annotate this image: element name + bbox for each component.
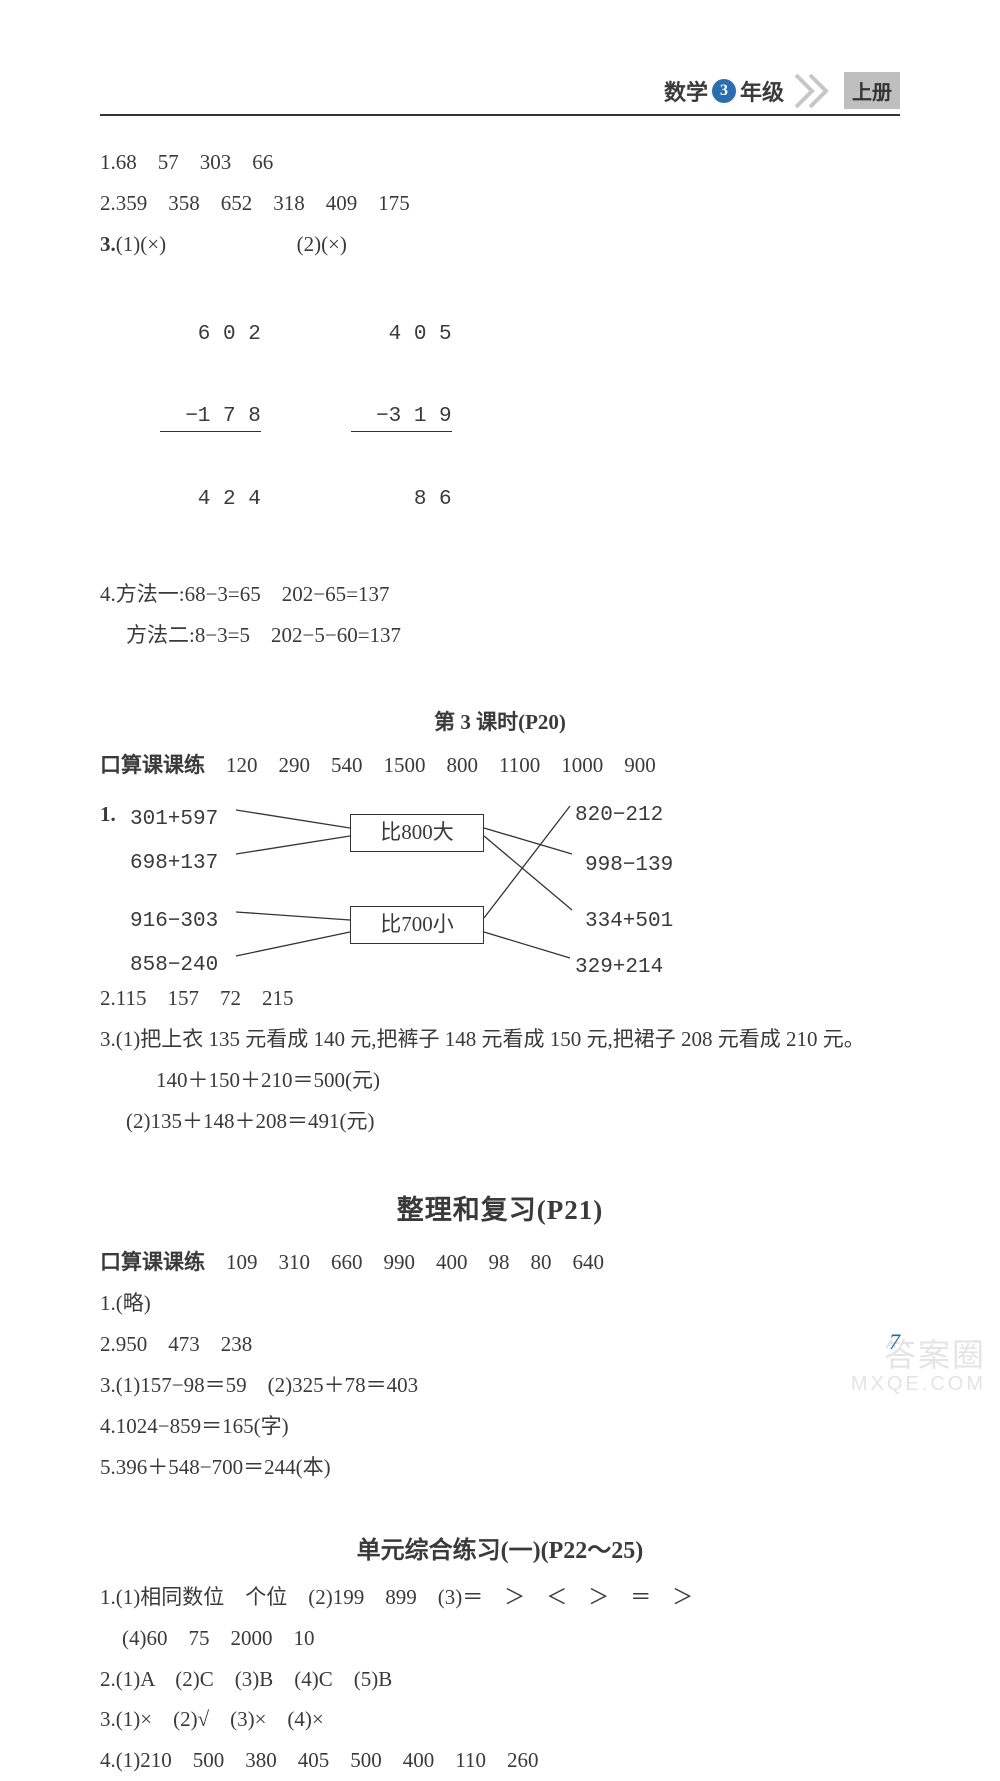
p21-q5: 5.396＋548−700＝244(本) xyxy=(100,1447,900,1488)
header-grade-suffix: 年级 xyxy=(740,75,784,107)
q3-part1: (1)(×) xyxy=(116,232,166,256)
vsub-1: 6 0 2 −1 7 8 4 2 4 xyxy=(160,267,261,568)
match-label: 334+501 xyxy=(585,902,673,943)
answer-1-2: 2.359 358 652 318 409 175 xyxy=(100,183,900,224)
vsub-2-l2: −3 1 9 xyxy=(351,403,452,431)
vsub-2-l1: 4 0 5 xyxy=(351,321,452,348)
p22-title: 单元综合练习(一)(P22～25) xyxy=(100,1528,900,1575)
match-label: 301+597 xyxy=(130,800,218,841)
p21-title: 整理和复习(P21) xyxy=(100,1184,900,1237)
p21-kousuan-label: 口算课课练 xyxy=(100,1250,205,1274)
content: 1.68 57 303 66 2.359 358 652 318 409 175… xyxy=(100,142,900,1781)
q3-label: 3. xyxy=(100,232,116,256)
p22-q3: 3.(1)× (2)√ (3)× (4)× xyxy=(100,1699,900,1740)
p22-q4: 4.(1)210 500 380 405 500 400 110 260 xyxy=(100,1740,900,1781)
p22-q2: 2.(1)A (2)C (3)B (4)C (5)B xyxy=(100,1659,900,1700)
p20-kousuan: 口算课课练 120 290 540 1500 800 1100 1000 900 xyxy=(100,745,900,786)
p20-kousuan-label: 口算课课练 xyxy=(100,753,205,777)
p21-q4: 4.1024−859＝165(字) xyxy=(100,1406,900,1447)
vsub-1-l3: 4 2 4 xyxy=(160,486,261,513)
vertical-subtraction-row: 6 0 2 −1 7 8 4 2 4 4 0 5 −3 1 9 8 6 xyxy=(100,267,900,568)
match-label: 698+137 xyxy=(130,844,218,885)
answer-1-3: 3.(1)(×) (2)(×) xyxy=(100,224,900,265)
p22-q1-l2: (4)60 75 2000 10 xyxy=(100,1618,900,1659)
vsub-1-l1: 6 0 2 xyxy=(160,321,261,348)
p21-kousuan-vals: 109 310 660 990 400 98 80 640 xyxy=(226,1250,604,1274)
vsub-1-l2: −1 7 8 xyxy=(160,403,261,431)
p21-q1: 1.(略) xyxy=(100,1283,900,1324)
p20-kousuan-vals: 120 290 540 1500 800 1100 1000 900 xyxy=(226,753,656,777)
answer-1-1: 1.68 57 303 66 xyxy=(100,142,900,183)
header-volume: 上册 xyxy=(844,72,900,109)
p21-q2: 2.950 473 238 xyxy=(100,1324,900,1365)
page-header: 数学 3 年级 上册 xyxy=(100,60,900,116)
p20-q2: 2.115 157 72 215 xyxy=(100,978,900,1019)
p22-q1-l1: 1.(1)相同数位 个位 (2)199 899 (3)＝ ＞ ＜ ＞ ＝ ＞ xyxy=(100,1577,900,1618)
p20-q3-l3: (2)135＋148＋208＝491(元) xyxy=(100,1101,900,1142)
header-subject: 数学 xyxy=(664,75,708,107)
watermark-top: 答案圈 xyxy=(851,1338,986,1373)
match-box-top: 比800大 xyxy=(350,814,484,852)
watermark-bottom: MXQE.COM xyxy=(851,1373,986,1395)
answer-1-4-l2: 方法二:8−3=5 202−5−60=137 xyxy=(100,615,900,656)
header-right: 数学 3 年级 上册 xyxy=(664,72,900,109)
p20-q1-label: 1. xyxy=(100,794,116,835)
vsub-2-l3: 8 6 xyxy=(351,486,452,513)
p20-q3-l2: 140＋150＋210＝500(元) xyxy=(100,1060,900,1101)
answer-1-4-l1: 4.方法一:68−3=65 202−65=137 xyxy=(100,574,900,615)
p21-q3: 3.(1)157−98＝59 (2)325＋78＝403 xyxy=(100,1365,900,1406)
vsub-2: 4 0 5 −3 1 9 8 6 xyxy=(351,267,452,568)
q3-part2: (2)(×) xyxy=(297,232,347,256)
p20-q3-l1: 3.(1)把上衣 135 元看成 140 元,把裤子 148 元看成 150 元… xyxy=(100,1019,900,1060)
watermark: 答案圈 MXQE.COM xyxy=(851,1338,986,1395)
p21-kousuan: 口算课课练 109 310 660 990 400 98 80 640 xyxy=(100,1242,900,1283)
match-label: 329+214 xyxy=(575,948,663,989)
p20-q1-row: 1. 比800大比700小301+597698+137916−303858−24… xyxy=(100,788,900,978)
matching-diagram: 比800大比700小301+597698+137916−303858−24082… xyxy=(120,788,760,978)
page: 数学 3 年级 上册 1.68 57 303 66 2.359 358 652 … xyxy=(0,0,1000,1405)
match-label: 916−303 xyxy=(130,902,218,943)
match-label: 820−212 xyxy=(575,796,663,837)
chevrons-icon xyxy=(794,73,836,109)
match-box-bottom: 比700小 xyxy=(350,906,484,944)
grade-circle-icon: 3 xyxy=(712,79,736,103)
p20-title: 第 3 课时(P20) xyxy=(100,702,900,743)
match-label: 998−139 xyxy=(585,846,673,887)
match-label: 858−240 xyxy=(130,946,218,987)
